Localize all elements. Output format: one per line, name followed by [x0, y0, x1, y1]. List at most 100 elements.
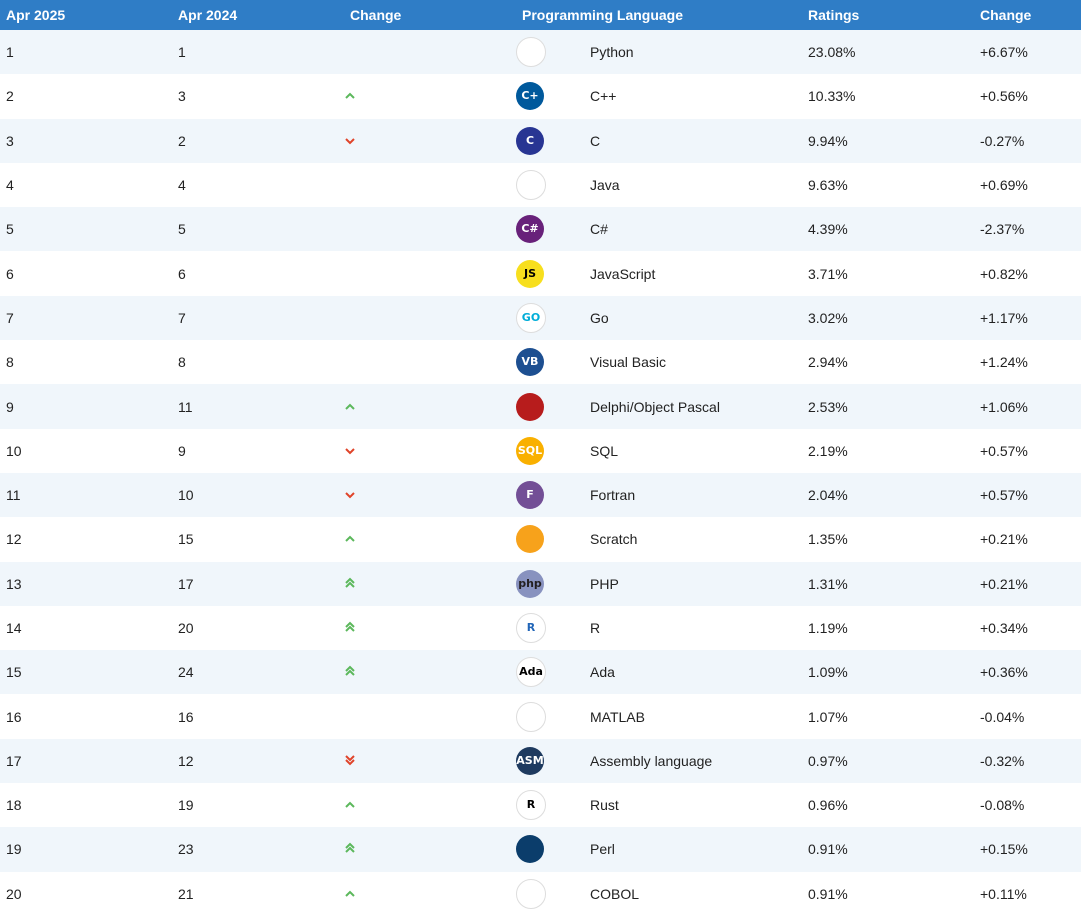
table-row[interactable]: 10 9 SQL SQL 2.19% +0.57% [0, 428, 1081, 473]
rank-apr-2024: 23 [178, 841, 194, 858]
rank-apr-2025: 18 [6, 797, 22, 814]
table-row[interactable]: 8 8 VB Visual Basic 2.94% +1.24% [0, 340, 1081, 385]
table-row[interactable]: 14 20 R R 1.19% +0.34% [0, 605, 1081, 651]
language-name[interactable]: C++ [590, 88, 617, 105]
rank-apr-2025: 16 [6, 708, 22, 725]
rating-change: +0.56% [980, 88, 1028, 105]
csharp-icon: C# [516, 215, 544, 244]
header-change[interactable]: Change [350, 7, 402, 23]
rank-apr-2025: 11 [6, 487, 21, 504]
rust-icon: R [516, 790, 546, 821]
rank-apr-2025: 13 [6, 575, 22, 592]
table-row[interactable]: 2 3 C+ C++ 10.33% +0.56% [0, 74, 1081, 119]
language-logo-cell [516, 384, 584, 428]
rank-apr-2024: 20 [178, 620, 194, 636]
rating-change: +0.21% [980, 575, 1028, 592]
javascript-icon: JS [516, 259, 544, 288]
language-name[interactable]: Scratch [590, 531, 638, 548]
table-row[interactable]: 18 19 R Rust 0.96% -0.08% [0, 783, 1081, 828]
language-logo-cell: VB [516, 340, 584, 384]
table-row[interactable]: 17 12 ASM Assembly language 0.97% -0.32% [0, 738, 1081, 784]
rating-value: 3.71% [808, 265, 848, 282]
table-row[interactable]: 3 2 C C 9.94% -0.27% [0, 118, 1081, 163]
rank-change [344, 606, 516, 650]
language-name[interactable]: JavaScript [590, 265, 656, 282]
language-name[interactable]: R [590, 620, 601, 636]
language-logo-cell [516, 30, 584, 74]
header-ratings[interactable]: Ratings [808, 7, 860, 23]
rating-value: 0.91% [808, 841, 848, 858]
language-name[interactable]: C [590, 132, 601, 149]
language-name[interactable]: Perl [590, 841, 615, 858]
language-name[interactable]: Visual Basic [590, 354, 667, 371]
table-row[interactable]: 20 21 COBOL 0.91% +0.11% [0, 871, 1081, 916]
language-name[interactable]: Delphi/Object Pascal [590, 398, 720, 415]
perl-icon [516, 835, 544, 864]
rank-apr-2024: 9 [178, 442, 186, 459]
rating-value: 3.02% [808, 309, 848, 326]
rank-change [344, 384, 516, 428]
rank-apr-2024: 6 [178, 265, 186, 282]
rank-apr-2025: 17 [6, 752, 22, 769]
rating-change: -0.32% [980, 752, 1025, 769]
header-programming-language[interactable]: Programming Language [522, 7, 684, 23]
language-name[interactable]: Go [590, 309, 609, 326]
rating-value: 10.33% [808, 88, 856, 105]
header-change-percent[interactable]: Change [980, 7, 1032, 23]
table-row[interactable]: 7 7 GO Go 3.02% +1.17% [0, 295, 1081, 341]
rating-change: +0.82% [980, 265, 1028, 282]
rank-apr-2024: 19 [178, 797, 194, 814]
language-name[interactable]: C# [590, 221, 608, 238]
language-logo-cell [516, 163, 584, 207]
rating-change: +0.11% [980, 885, 1027, 902]
double-down-arrow-icon [344, 753, 356, 769]
rank-apr-2024: 12 [178, 752, 194, 769]
rank-apr-2025: 3 [6, 132, 14, 149]
table-row[interactable]: 9 11 Delphi/Object Pascal 2.53% +1.06% [0, 384, 1081, 429]
fortran-icon: F [516, 481, 544, 510]
rank-change [344, 251, 516, 295]
rank-apr-2024: 11 [178, 398, 193, 415]
r-icon: R [516, 613, 546, 643]
table-row[interactable]: 13 17 php PHP 1.31% +0.21% [0, 561, 1081, 606]
language-name[interactable]: Python [590, 44, 634, 61]
table-row[interactable]: 19 23 Perl 0.91% +0.15% [0, 827, 1081, 872]
rank-apr-2025: 12 [6, 531, 22, 548]
double-up-arrow-icon [344, 664, 356, 680]
language-name[interactable]: Java [590, 177, 620, 194]
table-row[interactable]: 11 10 F Fortran 2.04% +0.57% [0, 472, 1081, 518]
scratch-icon [516, 525, 544, 554]
up-arrow-icon [344, 531, 356, 547]
language-name[interactable]: SQL [590, 442, 619, 459]
rank-apr-2025: 10 [6, 442, 22, 459]
rating-change: +6.67% [980, 44, 1028, 61]
language-name[interactable]: PHP [590, 575, 619, 592]
delphi-icon [516, 392, 544, 421]
table-row[interactable]: 15 24 Ada Ada 1.09% +0.36% [0, 650, 1081, 695]
rank-change [344, 473, 516, 517]
language-name[interactable]: Ada [590, 664, 615, 681]
rating-value: 1.35% [808, 531, 848, 548]
table-row[interactable]: 4 4 Java 9.63% +0.69% [0, 162, 1081, 208]
language-name[interactable]: MATLAB [590, 708, 645, 725]
language-name[interactable]: Fortran [590, 487, 636, 504]
rank-apr-2024: 5 [178, 221, 186, 238]
rank-apr-2025: 14 [6, 620, 22, 636]
table-row[interactable]: 6 6 JS JavaScript 3.71% +0.82% [0, 251, 1081, 296]
table-row[interactable]: 12 15 Scratch 1.35% +0.21% [0, 517, 1081, 562]
language-name[interactable]: COBOL [590, 885, 640, 902]
rank-change [344, 74, 516, 118]
table-row[interactable]: 16 16 MATLAB 1.07% -0.04% [0, 694, 1081, 739]
go-icon: GO [516, 302, 546, 333]
language-name[interactable]: Rust [590, 797, 619, 814]
table-row[interactable]: 5 5 C# C# 4.39% -2.37% [0, 207, 1081, 252]
table-row[interactable]: 1 1 Python 23.08% +6.67% [0, 30, 1081, 75]
language-name[interactable]: Assembly language [590, 752, 713, 769]
header-apr-2025[interactable]: Apr 2025 [6, 7, 66, 23]
rating-value: 2.19% [808, 442, 848, 459]
header-apr-2024[interactable]: Apr 2024 [178, 7, 238, 23]
down-arrow-icon [344, 487, 356, 503]
matlab-icon [516, 701, 546, 732]
rank-change [344, 694, 516, 738]
rating-value: 2.53% [808, 398, 848, 415]
